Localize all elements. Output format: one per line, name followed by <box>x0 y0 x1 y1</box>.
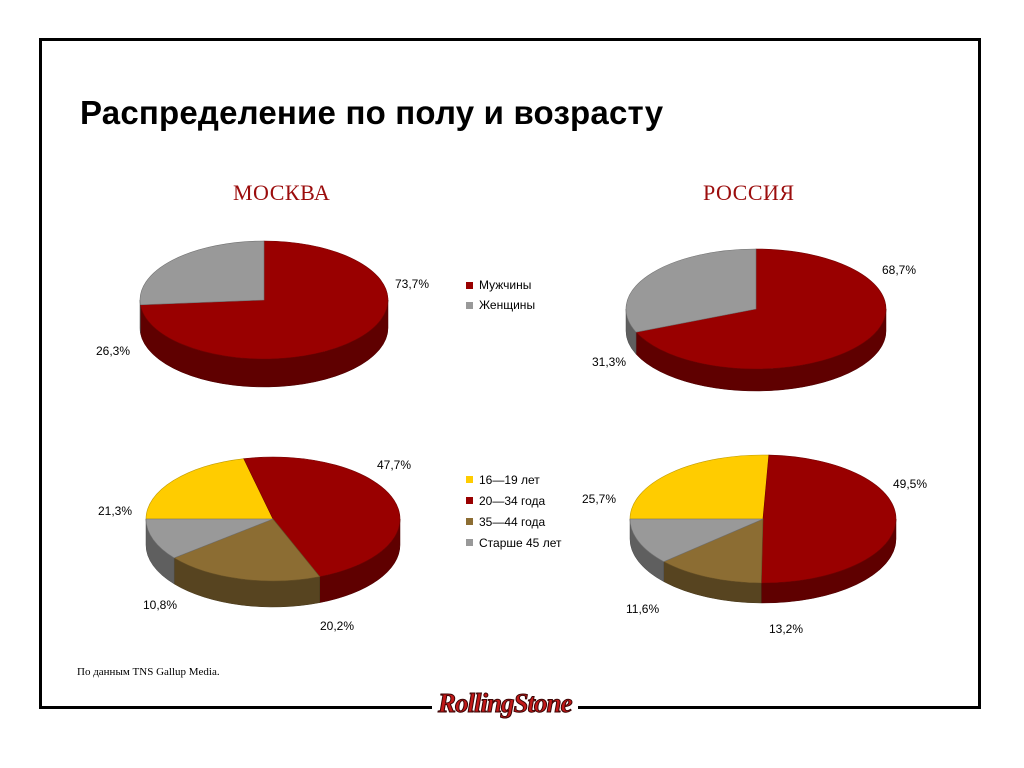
legend-sex: Мужчины Женщины <box>466 275 535 315</box>
pie-slice-Старше 45 лет <box>145 518 274 559</box>
legend-label: Женщины <box>479 298 536 312</box>
pie-chart-0: 73,7% 26,3% <box>96 240 429 388</box>
data-label: 20,2% <box>320 619 354 633</box>
legend-swatch <box>466 518 473 525</box>
legend-item-45-plus: Старше 45 лет <box>466 532 561 553</box>
pie-slice-20—34 года <box>761 454 897 584</box>
pie-slice-16—19 лет <box>629 454 770 520</box>
legend-swatch <box>466 281 473 289</box>
region-title-moscow: МОСКВА <box>233 180 331 205</box>
legend-label: 35—44 года <box>479 514 546 529</box>
data-label: 68,7% <box>882 263 916 277</box>
pie-slice-16—19 лет <box>145 458 274 520</box>
legend-item-35-44: 35—44 года <box>466 511 561 532</box>
pie-slice-35—44 года <box>663 518 764 584</box>
pie-slice-Женщины <box>139 240 265 306</box>
legend-swatch <box>466 301 473 309</box>
legend-label: Старше 45 лет <box>479 535 562 550</box>
data-label: 13,2% <box>769 622 803 636</box>
legend-swatch <box>466 539 473 546</box>
pie-slice-Женщины <box>625 248 757 333</box>
pie-slice-Мужчины <box>635 248 887 370</box>
data-label: 26,3% <box>96 344 130 358</box>
data-label: 10,8% <box>143 598 177 612</box>
data-label: 11,6% <box>626 602 659 616</box>
legend-item-female: Женщины <box>466 295 535 315</box>
source-note: По данным TNS Gallup Media. <box>77 666 220 678</box>
legend-label: 16—19 лет <box>479 472 540 487</box>
pie-slice-20—34 года <box>243 456 401 577</box>
region-title-russia: РОССИЯ <box>703 180 795 205</box>
pie-chart-2: 21,3% 47,7% 20,2% 10,8% <box>98 456 411 633</box>
legend-label: Мужчины <box>479 278 532 292</box>
legend-swatch <box>466 497 473 504</box>
legend-age: 16—19 лет 20—34 года 35—44 года Старше 4… <box>466 469 561 553</box>
data-label: 47,7% <box>377 458 411 472</box>
page-title: Распределение по полу и возрасту <box>80 94 664 131</box>
legend-swatch <box>466 476 473 483</box>
legend-item-16-19: 16—19 лет <box>466 469 561 490</box>
pie-slice-Старше 45 лет <box>629 518 764 562</box>
data-label: 21,3% <box>98 504 132 518</box>
legend-item-20-34: 20—34 года <box>466 490 561 511</box>
pie-chart-3: 25,7% 49,5% 13,2% 11,6% <box>582 454 927 636</box>
legend-item-male: Мужчины <box>466 275 535 295</box>
data-label: 49,5% <box>893 477 927 491</box>
data-label: 73,7% <box>395 277 429 291</box>
pie-chart-1: 68,7% 31,3% <box>592 248 916 392</box>
pie-slice-35—44 года <box>173 518 321 582</box>
data-label: 31,3% <box>592 355 626 369</box>
rolling-stone-logo: RollingStone <box>432 688 578 719</box>
data-label: 25,7% <box>582 492 616 506</box>
legend-label: 20—34 года <box>479 493 546 508</box>
